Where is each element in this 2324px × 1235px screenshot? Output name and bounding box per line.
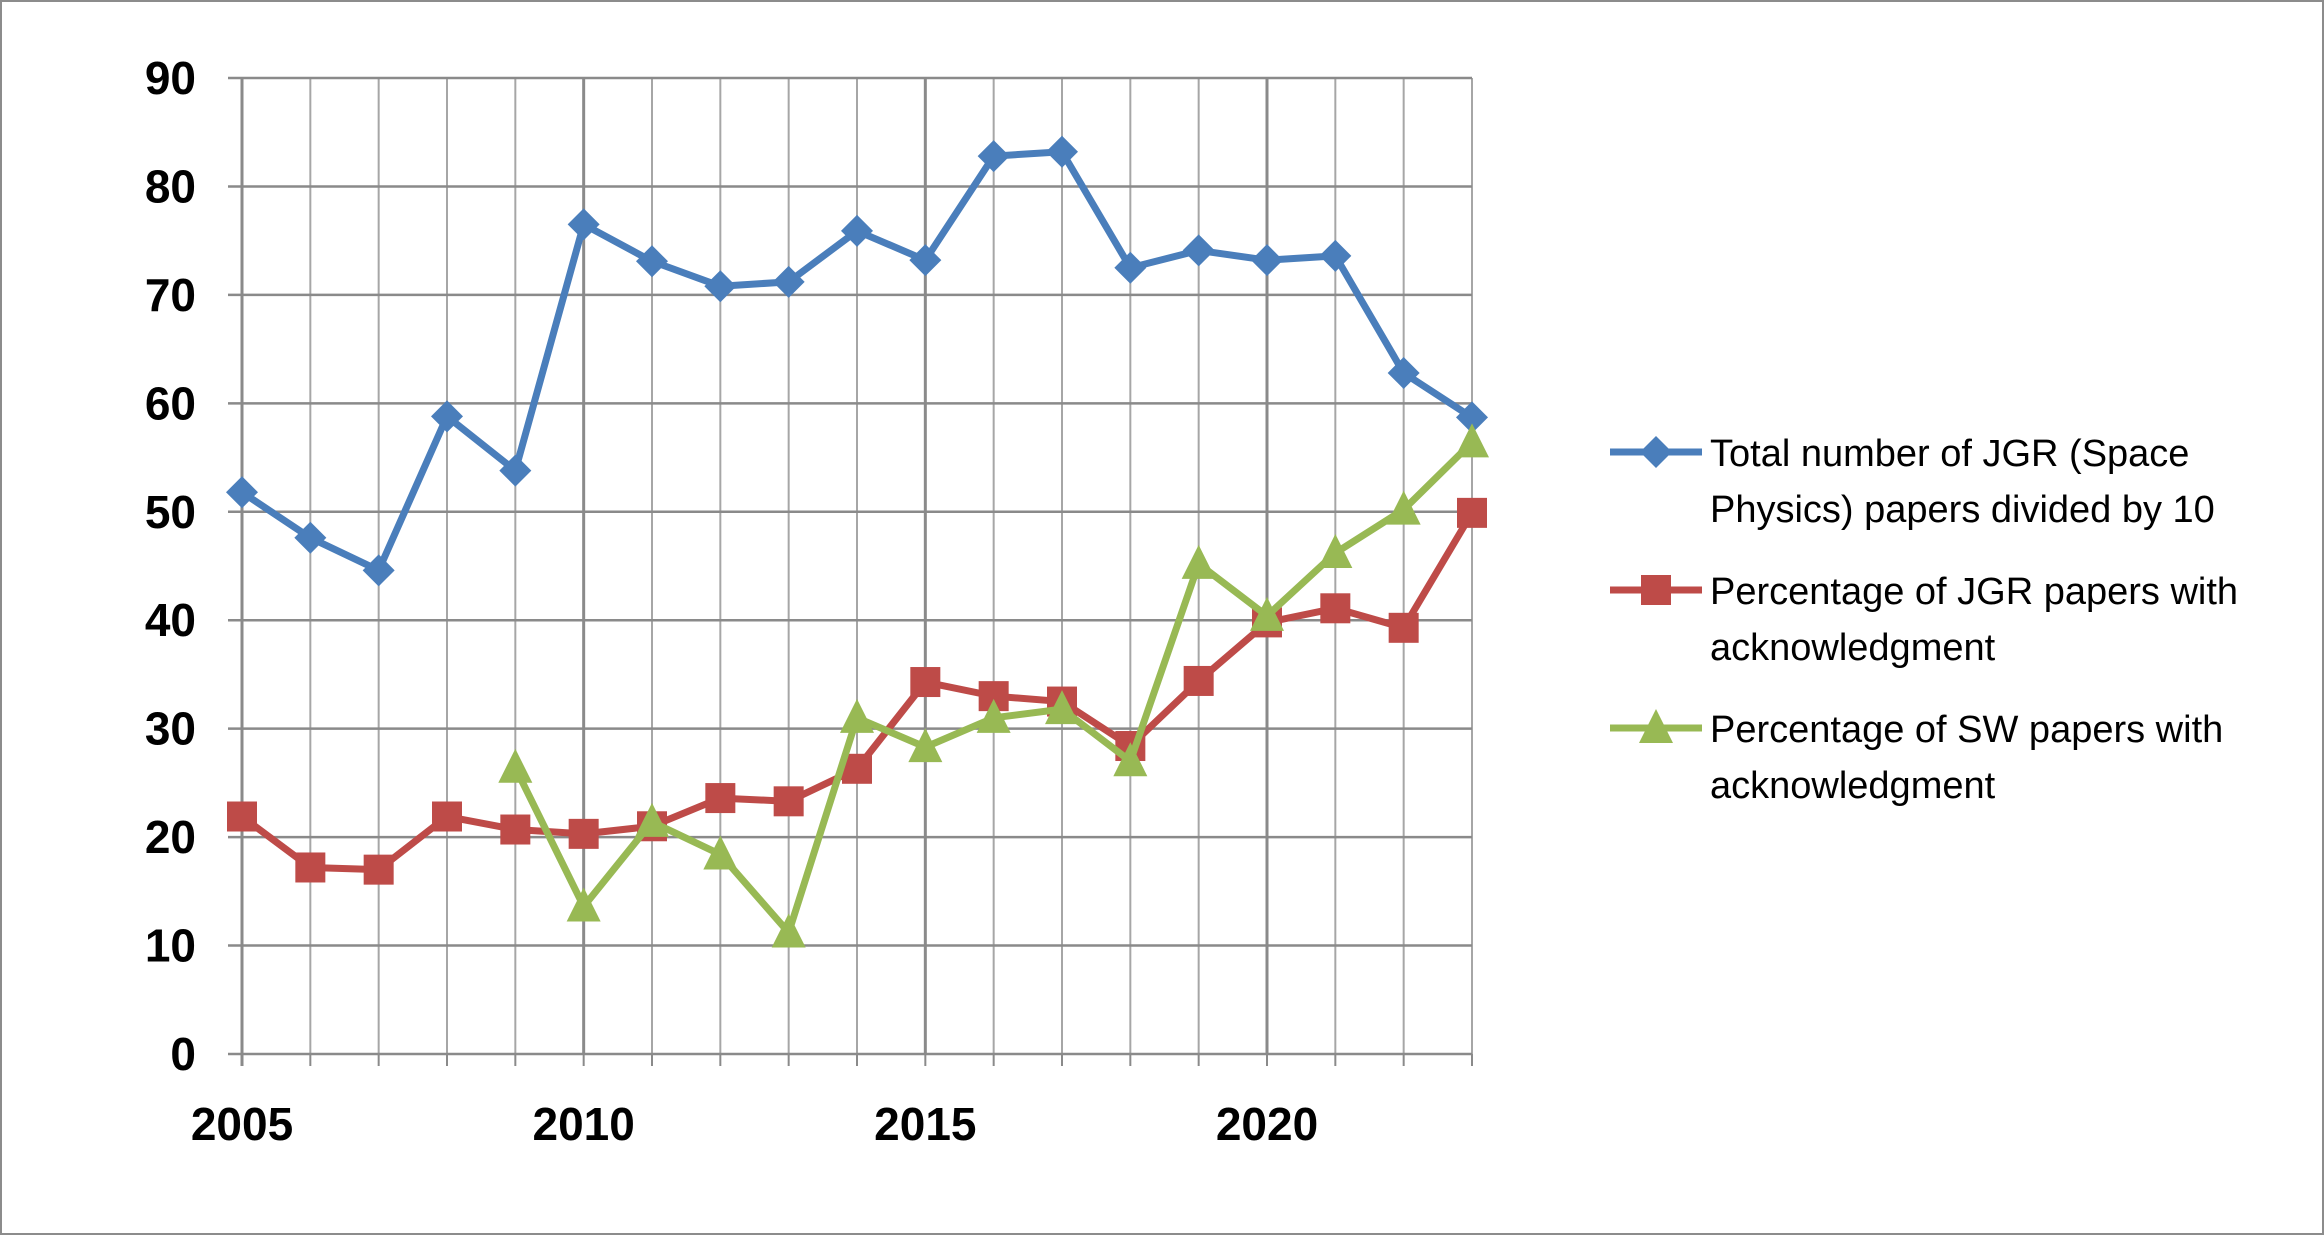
data-point xyxy=(1318,533,1353,568)
data-point xyxy=(1046,135,1078,168)
data-point xyxy=(910,667,941,698)
data-point xyxy=(568,818,599,849)
data-point xyxy=(431,400,463,433)
data-point xyxy=(1320,593,1351,624)
grid xyxy=(228,76,1473,1056)
data-point xyxy=(635,802,669,837)
data-point xyxy=(432,801,462,832)
data-point xyxy=(1457,497,1487,528)
data-point xyxy=(567,208,600,241)
x-tick-label: 2020 xyxy=(1216,1098,1318,1150)
data-point xyxy=(1388,612,1419,643)
y-tick-label: 30 xyxy=(145,703,196,755)
y-tick-label: 10 xyxy=(145,920,196,972)
legend-label-line: Percentage of JGR papers with xyxy=(1710,571,2238,613)
data-point xyxy=(909,244,942,277)
y-tick-label: 60 xyxy=(145,377,196,429)
data-point xyxy=(1250,596,1284,631)
data-point xyxy=(1114,251,1147,284)
legend-entry-2: Percentage of JGR papers with acknowledgm… xyxy=(1610,571,2238,669)
data-point xyxy=(976,698,1011,733)
data-point xyxy=(1045,690,1079,725)
data-point xyxy=(363,854,394,885)
data-point xyxy=(773,786,804,817)
series-group xyxy=(226,135,1489,948)
legend-marker xyxy=(1641,575,1671,605)
data-point xyxy=(704,270,737,303)
legend-label: Total number of JGR (Space Physics) paper… xyxy=(1710,433,2215,531)
legend-label-line: Percentage of SW papers with xyxy=(1710,709,2223,751)
data-point xyxy=(498,748,533,783)
y-tick-label: 70 xyxy=(145,269,196,321)
data-point xyxy=(295,852,326,883)
data-point xyxy=(1456,401,1488,434)
data-point xyxy=(1319,239,1352,272)
x-tick-label: 2015 xyxy=(874,1098,976,1150)
y-tick-label: 20 xyxy=(145,811,196,863)
data-point xyxy=(1183,665,1214,696)
legend-entry-1: Total number of JGR (Space Physics) paper… xyxy=(1610,433,2215,531)
legend-label: Percentage of JGR papers with acknowledgm… xyxy=(1710,571,2238,669)
y-tick-label: 80 xyxy=(145,160,196,212)
data-point xyxy=(566,887,601,922)
legend-marker xyxy=(1640,436,1672,468)
data-point xyxy=(840,698,874,733)
data-point xyxy=(1455,423,1489,458)
axes: 0 10 20 30 40 50 60 70 80 90 2005 2010 2015 2020 xyxy=(145,52,1473,1150)
data-point xyxy=(977,140,1010,173)
data-point xyxy=(1182,234,1215,267)
data-point xyxy=(636,245,668,278)
x-tick-label: 2005 xyxy=(191,1098,293,1150)
data-point xyxy=(841,214,873,247)
legend-label-line: Physics) papers divided by 10 xyxy=(1710,489,2215,531)
y-tick-label: 90 xyxy=(145,52,196,104)
data-point xyxy=(226,476,258,509)
legend-entry-3: Percentage of SW papers with acknowledgme… xyxy=(1610,709,2223,807)
legend-label-line: Total number of JGR (Space xyxy=(1710,433,2189,475)
data-point xyxy=(499,454,532,487)
data-point xyxy=(362,554,395,587)
data-point xyxy=(703,835,738,870)
data-point xyxy=(500,814,531,845)
y-tick-label: 40 xyxy=(145,594,196,646)
legend-marker xyxy=(1639,709,1673,743)
data-point xyxy=(772,265,805,298)
y-tick-label: 50 xyxy=(145,486,196,538)
legend-label: Percentage of SW papers with acknowledgme… xyxy=(1710,709,2223,807)
data-point xyxy=(771,913,806,948)
series-3 xyxy=(498,423,1489,948)
data-point xyxy=(1386,490,1421,525)
data-point xyxy=(1113,742,1148,777)
data-point xyxy=(294,521,327,554)
legend: Total number of JGR (Space Physics) paper… xyxy=(1610,433,2238,807)
y-tick-label: 0 xyxy=(170,1028,196,1080)
data-point xyxy=(705,783,736,814)
data-point xyxy=(1387,356,1420,389)
legend-label-line: acknowledgment xyxy=(1710,627,1996,669)
data-point xyxy=(908,728,943,763)
data-point xyxy=(1181,544,1216,579)
data-point xyxy=(227,801,257,832)
x-tick-label: 2010 xyxy=(532,1098,634,1150)
data-point xyxy=(1251,244,1283,277)
series-1 xyxy=(226,135,1488,587)
legend-label-line: acknowledgment xyxy=(1710,765,1996,807)
